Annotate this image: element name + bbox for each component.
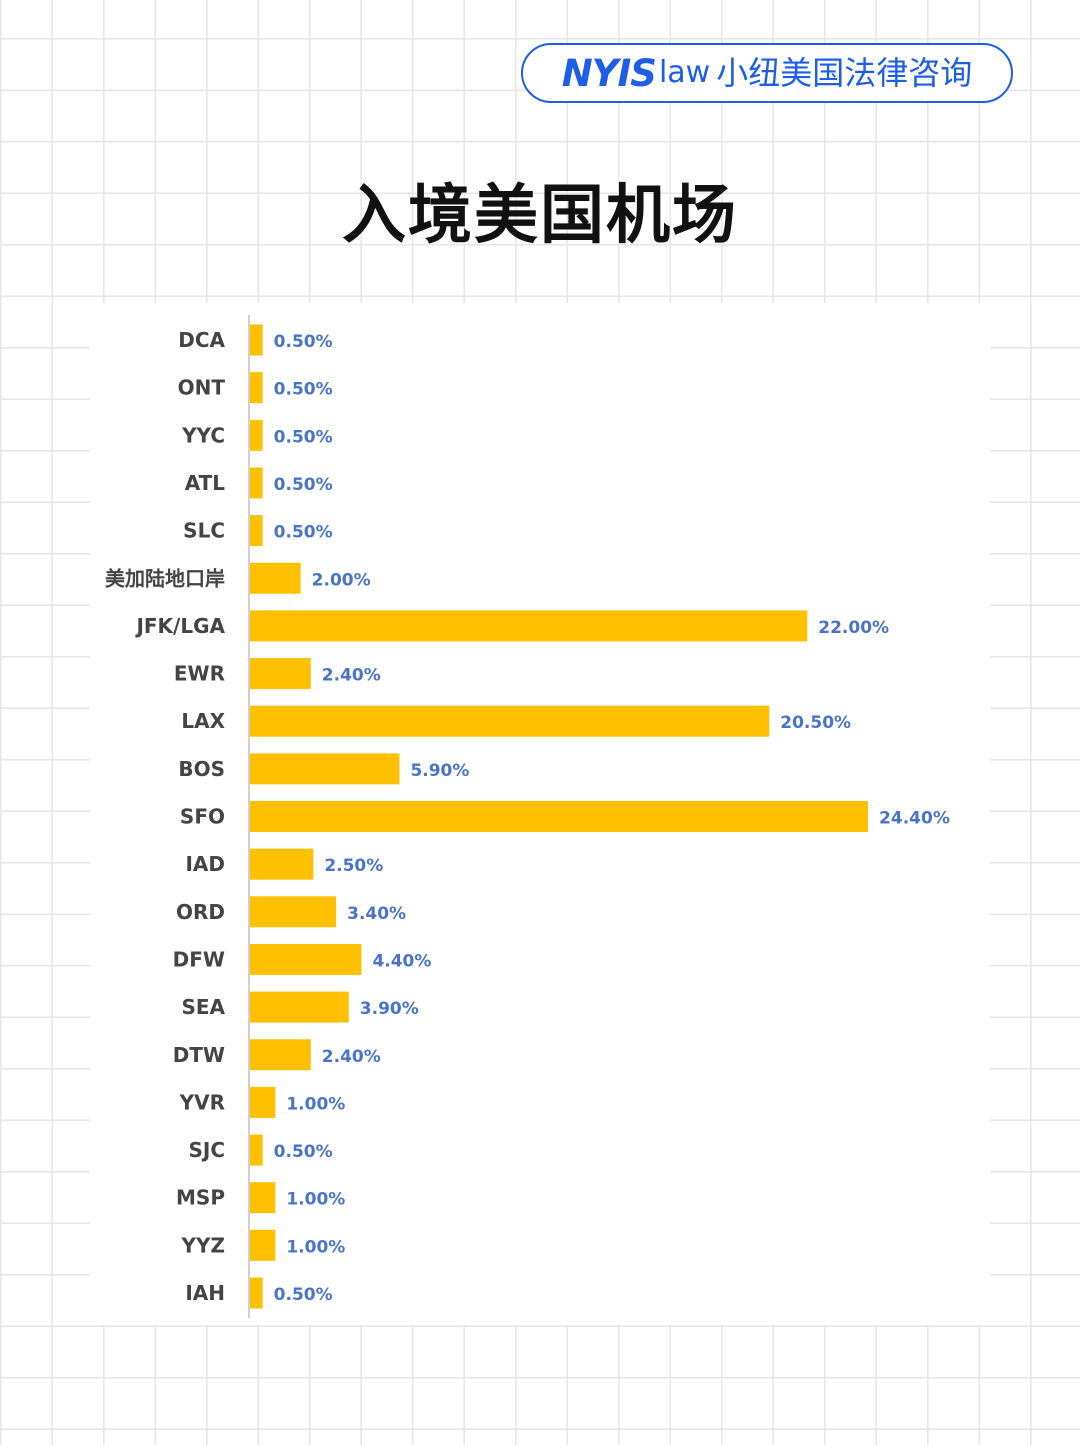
value-label: 0.50% — [274, 523, 333, 543]
category-label: SFO — [180, 805, 225, 829]
category-label: MSP — [176, 1186, 225, 1210]
bar — [250, 658, 311, 690]
brand-name: 小纽美国法律咨询 — [716, 54, 973, 92]
category-label: SLC — [183, 519, 225, 543]
category-label: IAD — [185, 852, 225, 876]
bar — [250, 467, 263, 499]
value-label: 2.40% — [322, 1047, 381, 1067]
bar — [250, 848, 314, 880]
value-label: 3.90% — [360, 999, 419, 1019]
value-label: 4.40% — [372, 951, 431, 971]
brand-logo-mark: NYIS — [561, 51, 657, 95]
category-label: DCA — [178, 328, 225, 352]
bar — [250, 1229, 276, 1261]
value-label: 0.50% — [274, 380, 333, 400]
value-label: 3.40% — [347, 904, 406, 924]
value-label: 2.50% — [324, 856, 383, 876]
value-label: 5.90% — [410, 761, 469, 781]
category-label: DFW — [173, 947, 225, 971]
chart-title: 入境美国机场 — [342, 179, 738, 253]
value-label: 24.40% — [879, 809, 950, 829]
brand-badge: NYIS law 小纽美国法律咨询 — [521, 43, 1013, 103]
bar — [250, 1277, 263, 1309]
brand-logo-suffix: law — [658, 55, 711, 90]
value-label: 0.50% — [274, 475, 333, 495]
value-label: 20.50% — [780, 713, 851, 733]
category-label: SEA — [181, 995, 225, 1019]
value-label: 0.50% — [274, 332, 333, 352]
value-label: 1.00% — [286, 1237, 345, 1257]
category-label: DTW — [173, 1043, 225, 1067]
value-label: 0.50% — [274, 1285, 333, 1305]
bar — [250, 1039, 311, 1071]
value-label: 0.50% — [274, 1142, 333, 1162]
category-label: YYC — [181, 423, 225, 447]
value-label: 0.50% — [274, 427, 333, 447]
bar — [250, 943, 362, 975]
bar — [250, 610, 808, 642]
category-label: ONT — [178, 376, 226, 400]
bar — [250, 562, 301, 594]
bar — [250, 705, 770, 737]
bar — [250, 419, 263, 451]
category-label: LAX — [181, 709, 225, 733]
bar — [250, 991, 349, 1023]
bar — [250, 896, 337, 928]
category-label: ORD — [176, 900, 225, 924]
bar — [250, 1086, 276, 1118]
chart-panel: DCA 0.50% ONT 0.50% YYC 0.50% ATL 0.50% SLC 0.50%… — [90, 303, 990, 1325]
category-label: EWR — [174, 662, 225, 686]
category-label: 美加陆地口岸 — [105, 566, 225, 590]
category-label: BOS — [178, 757, 225, 781]
value-label: 2.40% — [322, 666, 381, 686]
category-label: IAH — [185, 1281, 225, 1305]
bar — [250, 1182, 276, 1214]
bar — [250, 753, 400, 785]
category-label: YVR — [179, 1090, 225, 1114]
bar — [250, 1134, 263, 1166]
category-label: SJC — [188, 1138, 225, 1162]
bar-chart: DCA 0.50% ONT 0.50% YYC 0.50% ATL 0.50% SLC 0.50%… — [105, 315, 950, 1318]
value-label: 1.00% — [286, 1094, 345, 1114]
bar — [250, 801, 869, 832]
category-label: JFK/LGA — [134, 614, 225, 638]
category-label: ATL — [185, 471, 226, 495]
value-label: 22.00% — [818, 618, 889, 638]
bar — [250, 372, 263, 404]
category-label: YYZ — [181, 1233, 225, 1257]
value-label: 1.00% — [286, 1190, 345, 1210]
bar — [250, 324, 263, 356]
value-label: 2.00% — [312, 570, 371, 590]
bar — [250, 515, 263, 547]
